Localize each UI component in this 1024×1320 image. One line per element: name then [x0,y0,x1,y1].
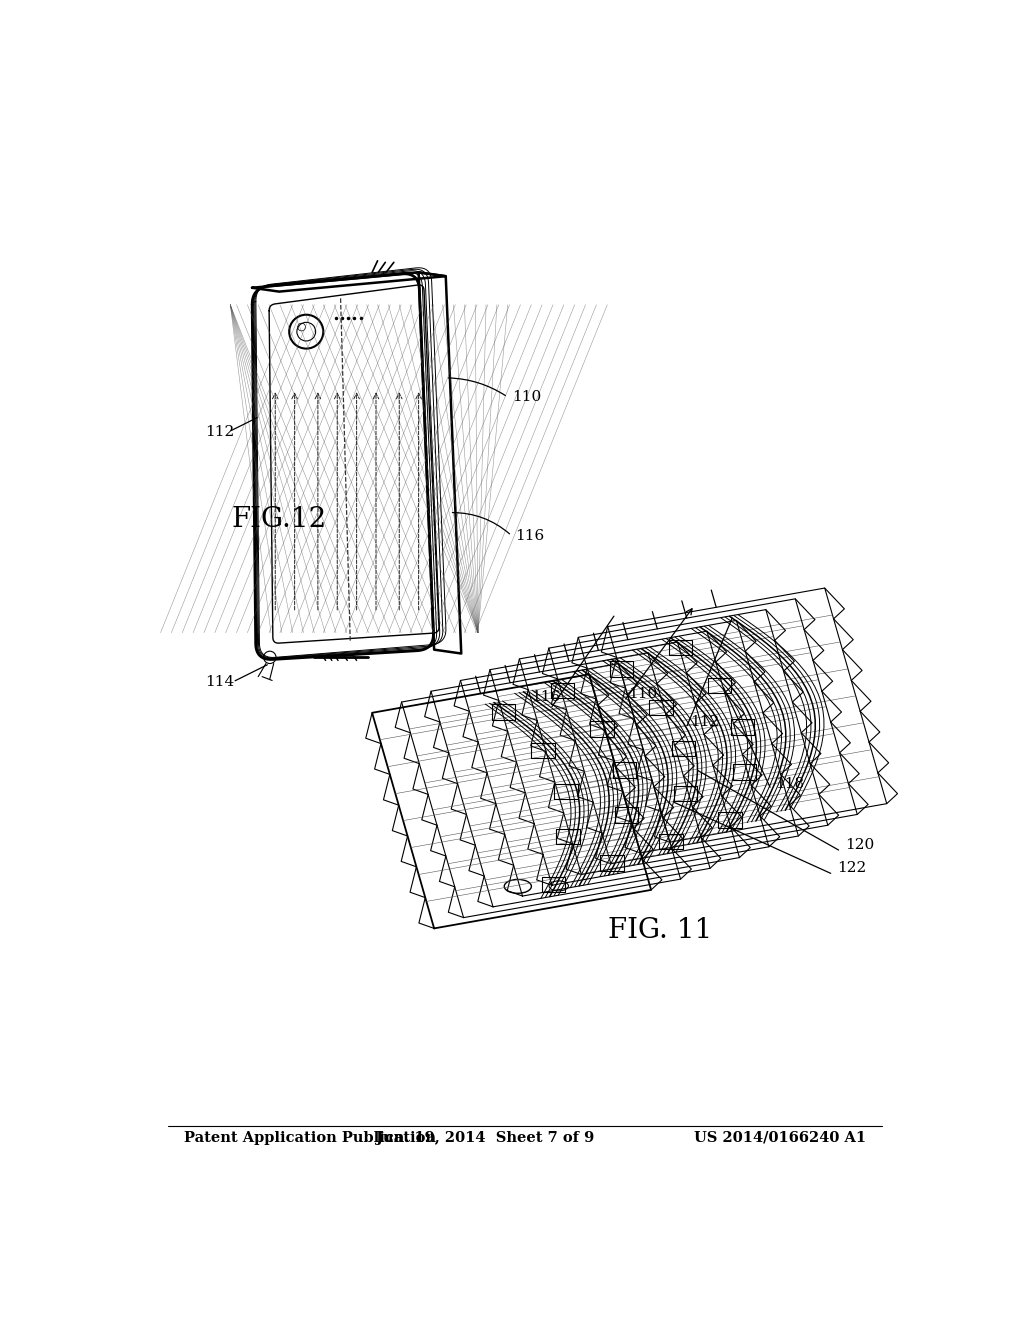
Text: 110: 110 [512,391,541,404]
Text: 118: 118 [775,776,804,791]
Text: 120: 120 [845,838,874,853]
Text: 122: 122 [838,862,866,875]
Text: 112: 112 [206,425,234,438]
Text: 114: 114 [206,675,234,689]
Text: FIG. 11: FIG. 11 [607,917,712,944]
Text: US 2014/0166240 A1: US 2014/0166240 A1 [694,1131,866,1144]
Text: Patent Application Publication: Patent Application Publication [183,1131,435,1144]
Text: 116: 116 [531,690,560,705]
Text: 112: 112 [690,715,719,729]
Text: 116: 116 [515,529,545,543]
Text: Jun. 19, 2014  Sheet 7 of 9: Jun. 19, 2014 Sheet 7 of 9 [376,1131,594,1144]
Text: FIG.12: FIG.12 [231,506,327,533]
Text: 110: 110 [628,686,657,701]
